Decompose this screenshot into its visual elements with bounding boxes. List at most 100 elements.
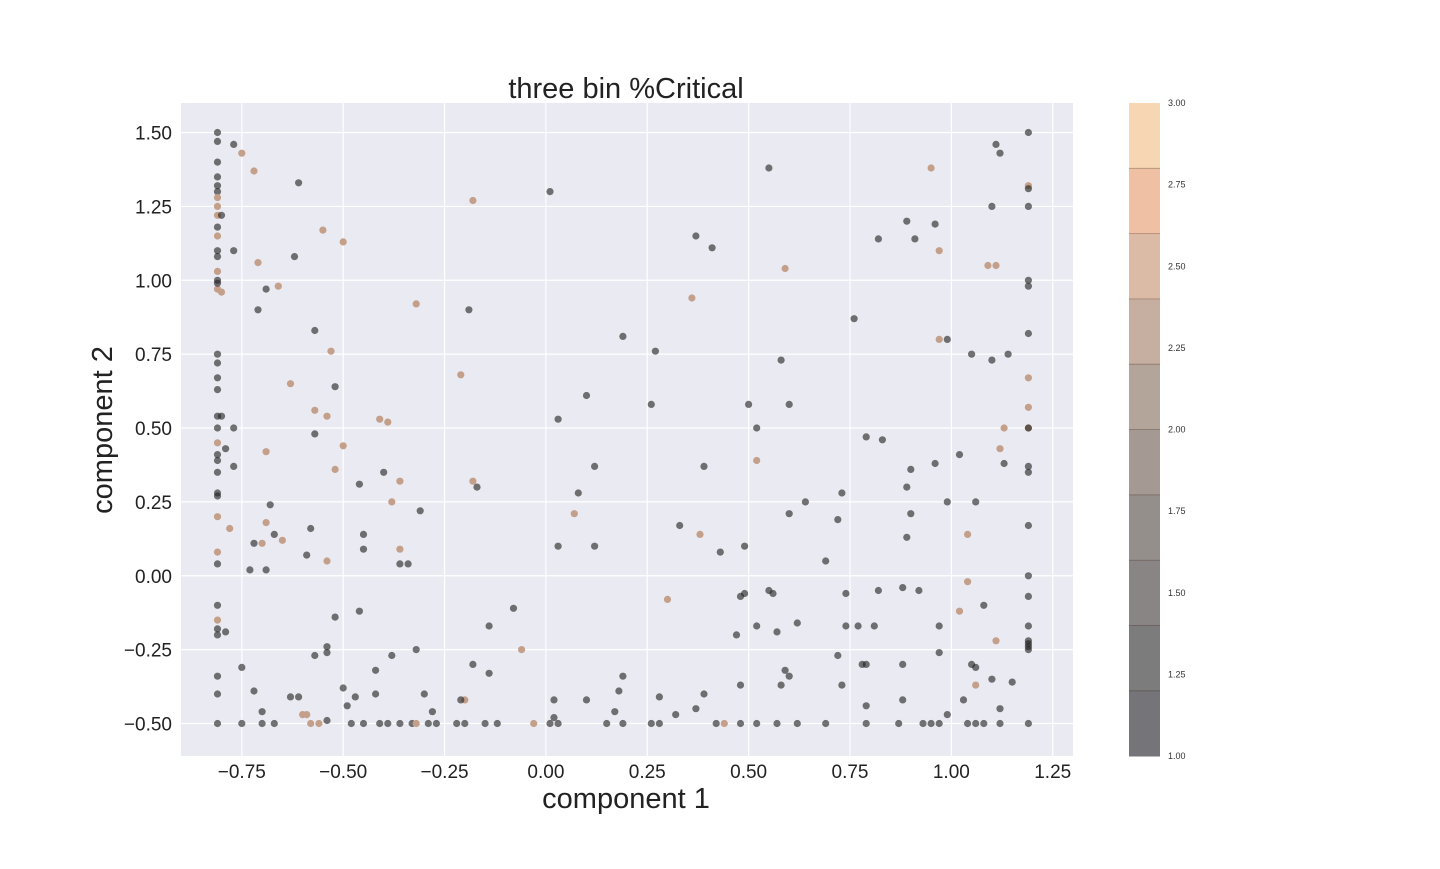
scatter-point xyxy=(773,719,781,728)
scatter-point xyxy=(213,137,222,145)
scatter-point xyxy=(432,719,440,728)
scatter-point xyxy=(1024,719,1032,728)
x-tick-label: 0.75 xyxy=(832,762,869,783)
scatter-point xyxy=(972,719,980,728)
scatter-point xyxy=(266,501,274,509)
scatter-point xyxy=(388,651,396,660)
scatter-point xyxy=(384,719,392,728)
scatter-point xyxy=(785,510,793,518)
scatter-point xyxy=(213,456,222,465)
scatter-point xyxy=(339,684,347,692)
scatter-point xyxy=(753,622,761,630)
scatter-point xyxy=(834,516,842,524)
scatter-point xyxy=(238,663,246,672)
scatter-point xyxy=(420,690,428,698)
y-tick-label: −0.50 xyxy=(124,714,172,735)
scatter-point xyxy=(927,719,935,728)
scatter-point xyxy=(838,681,846,689)
colorbar-tick-label: 2.25 xyxy=(1168,343,1186,353)
scatter-point xyxy=(213,451,222,459)
scatter-point xyxy=(412,719,420,728)
scatter-point xyxy=(307,524,315,533)
scatter-point xyxy=(955,607,964,615)
x-tick-label: 1.00 xyxy=(933,762,970,783)
scatter-point xyxy=(213,173,222,181)
scatter-point xyxy=(213,350,222,358)
scatter-point xyxy=(980,719,988,728)
scatter-point xyxy=(777,681,785,689)
scatter-point xyxy=(485,669,493,677)
scatter-point xyxy=(696,530,704,539)
scatter-point xyxy=(485,622,493,630)
scatter-point xyxy=(331,465,339,473)
scatter-point xyxy=(262,566,270,574)
scatter-point xyxy=(672,711,680,719)
scatter-point xyxy=(655,693,664,701)
scatter-point xyxy=(582,391,591,400)
y-tick-label: 1.50 xyxy=(135,124,172,145)
scatter-point xyxy=(732,631,741,639)
scatter-point xyxy=(964,578,972,586)
colorbar-tick-label: 3.00 xyxy=(1168,98,1186,108)
y-tick-labels: −0.50 −0.25 0.00 0.25 0.50 0.75 1.00 1.25 1.50 xyxy=(124,124,172,736)
scatter-point xyxy=(331,613,339,621)
scatter-point xyxy=(943,335,951,343)
scatter-point xyxy=(655,719,664,728)
scatter-point xyxy=(376,415,384,423)
scatter-point xyxy=(785,672,793,680)
scatter-point xyxy=(351,693,359,701)
y-axis-label: component 2 xyxy=(87,346,119,514)
scatter-point xyxy=(753,719,761,728)
scatter-point xyxy=(262,448,270,456)
scatter-point xyxy=(591,462,599,470)
scatter-point xyxy=(226,524,234,533)
scatter-point xyxy=(286,380,295,388)
x-tick-label: −0.75 xyxy=(218,762,266,783)
y-tick-label: 0.00 xyxy=(135,567,172,588)
scatter-point xyxy=(213,719,222,728)
scatter-point xyxy=(959,696,968,704)
scatter-point xyxy=(935,335,943,343)
scatter-point xyxy=(619,332,627,340)
scatter-point xyxy=(720,719,728,728)
scatter-point xyxy=(213,223,222,231)
scatter-point xyxy=(1024,282,1032,290)
scatter-point xyxy=(899,584,907,592)
scatter-point xyxy=(554,542,562,550)
x-tick-label: 0.00 xyxy=(527,762,564,783)
scatter-point xyxy=(870,622,878,630)
scatter-point xyxy=(972,498,980,506)
scatter-point xyxy=(428,708,436,716)
scatter-point xyxy=(1024,403,1032,411)
scatter-point xyxy=(258,708,266,716)
scatter-point xyxy=(903,533,911,541)
scatter-point xyxy=(708,244,716,252)
scatter-point xyxy=(1024,572,1032,580)
scatter-point xyxy=(984,261,992,270)
scatter-point xyxy=(1024,521,1032,530)
scatter-point xyxy=(262,285,270,293)
colorbar-band xyxy=(1129,690,1160,757)
scatter-point xyxy=(250,687,258,695)
scatter-point xyxy=(907,465,915,473)
scatter-point xyxy=(213,202,222,210)
scatter-point xyxy=(773,628,781,636)
scatter-point xyxy=(899,696,907,704)
scatter-point xyxy=(862,719,870,728)
scatter-point xyxy=(955,451,964,459)
colorbar-band xyxy=(1129,494,1160,561)
scatter-point xyxy=(907,510,915,518)
scatter-point xyxy=(327,347,335,355)
scatter-point xyxy=(250,539,258,547)
scatter-point xyxy=(230,247,238,255)
scatter-point xyxy=(988,356,996,364)
scatter-point xyxy=(412,646,420,654)
scatter-point xyxy=(854,622,862,630)
scatter-point xyxy=(874,235,883,243)
scatter-point xyxy=(323,557,331,565)
colorbar-tick-label: 2.75 xyxy=(1168,180,1186,190)
scatter-point xyxy=(546,719,554,728)
scatter-point xyxy=(311,326,319,335)
colorbar-band xyxy=(1129,364,1160,430)
